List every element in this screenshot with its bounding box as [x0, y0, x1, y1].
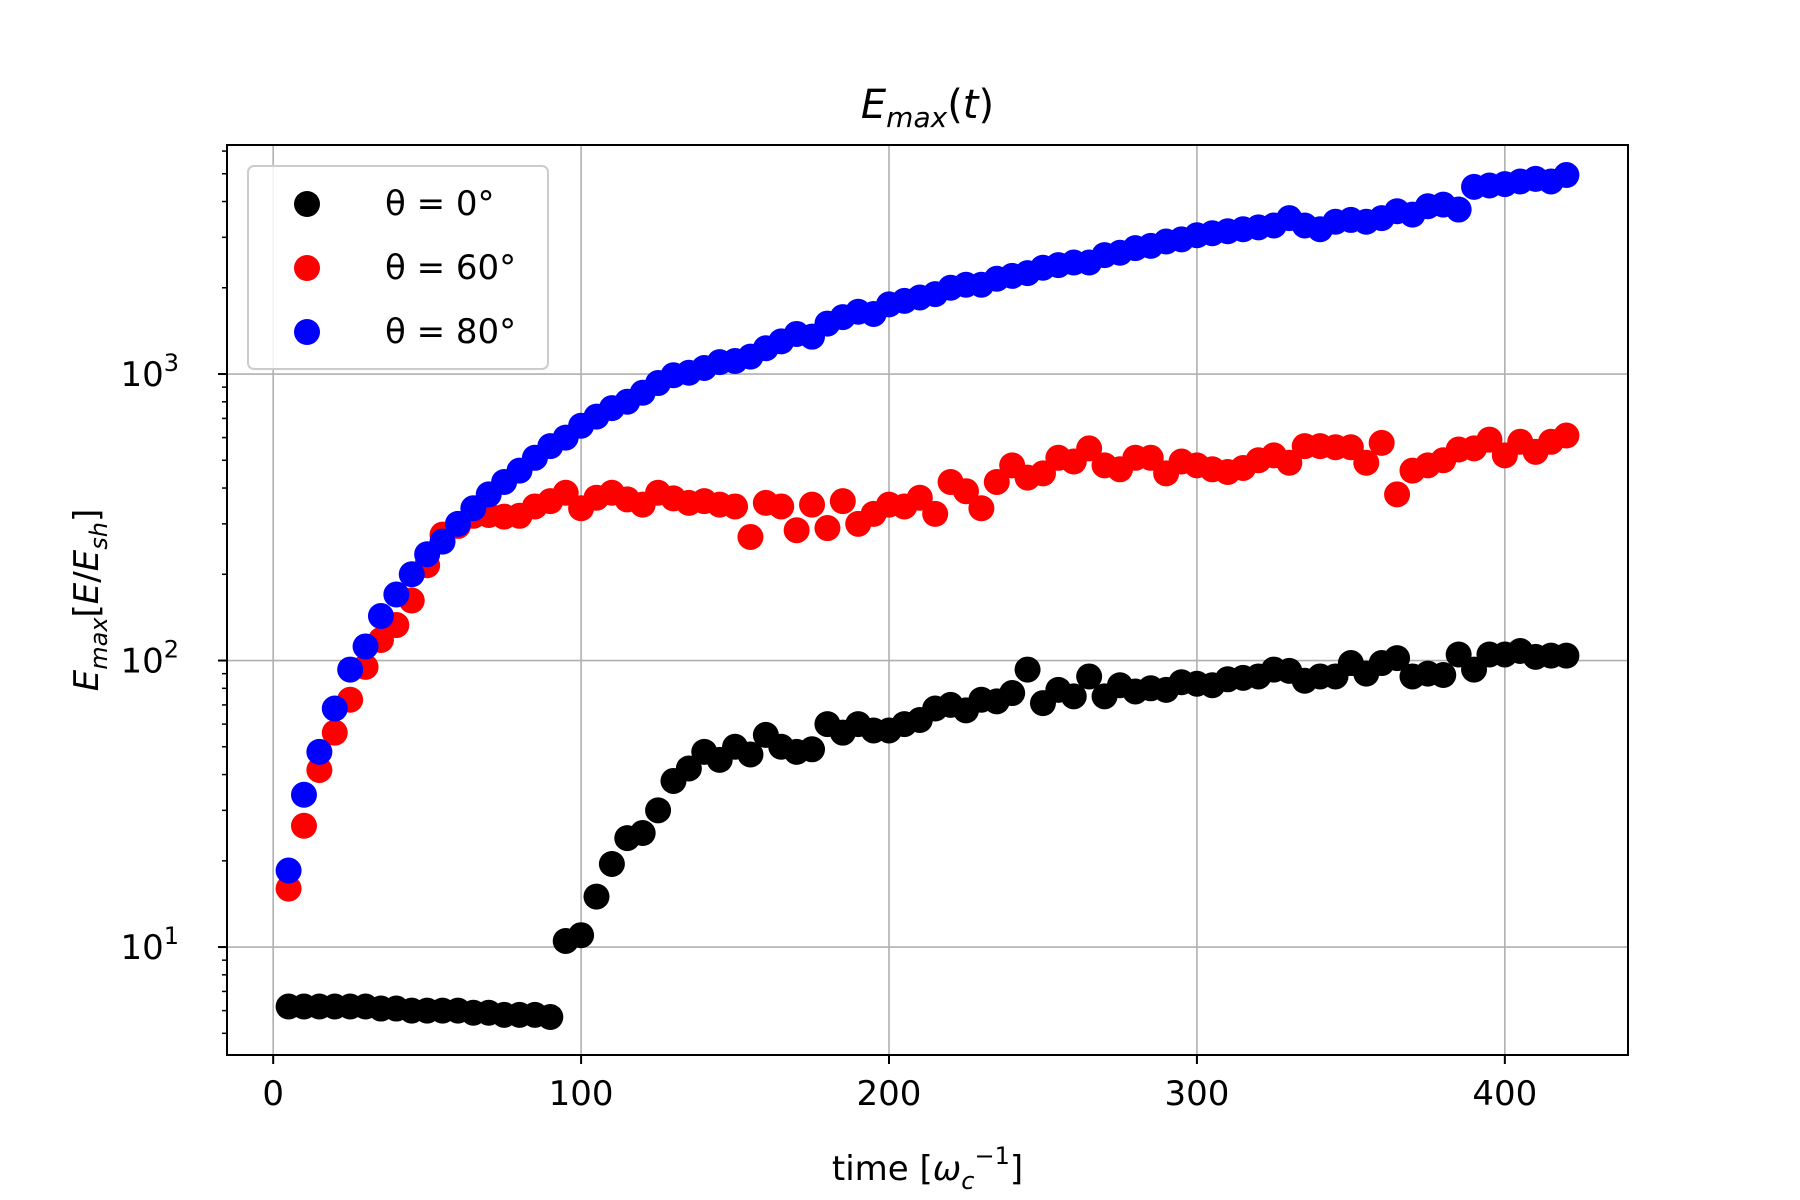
data-point [1353, 449, 1380, 476]
legend: θ = 0° θ = 60° θ = 80° [247, 165, 549, 370]
data-point [598, 850, 625, 877]
data-point [367, 603, 394, 630]
x-axis-label: time [ωc−1] [832, 1142, 1023, 1195]
x-tick-label: 300 [1164, 1074, 1229, 1114]
data-point [568, 922, 595, 949]
data-point [645, 797, 672, 824]
legend-marker [294, 191, 320, 217]
data-point [675, 755, 702, 782]
data-points [275, 162, 1580, 1031]
data-point [952, 478, 979, 505]
data-point [1368, 429, 1395, 456]
x-tick-label: 400 [1472, 1074, 1537, 1114]
data-point [537, 1004, 564, 1031]
data-point [737, 741, 764, 768]
data-point [1553, 162, 1580, 189]
legend-box [247, 165, 549, 370]
data-point [337, 656, 364, 683]
data-point [983, 468, 1010, 495]
data-point [321, 719, 348, 746]
x-tick-label: 0 [262, 1074, 284, 1114]
data-point [1384, 481, 1411, 508]
data-point [1384, 645, 1411, 672]
x-tick-label: 200 [857, 1074, 922, 1114]
data-point [290, 781, 317, 808]
series-points [275, 162, 1580, 884]
chart-title: Emax(t) [861, 82, 994, 134]
data-point [1076, 663, 1103, 690]
data-point [429, 528, 456, 555]
data-point [352, 633, 379, 660]
data-point [1060, 683, 1087, 710]
data-point [783, 517, 810, 544]
data-point [799, 491, 826, 518]
y-axis-label: Emax[E/Esh] [67, 509, 113, 691]
data-point [583, 883, 610, 910]
y-tick-label: 101 [120, 922, 179, 968]
plot-area-frame [226, 144, 1629, 1056]
data-point [1430, 662, 1457, 689]
data-point [906, 484, 933, 511]
data-point [275, 857, 302, 884]
data-point [398, 561, 425, 588]
data-point [290, 812, 317, 839]
data-point [629, 820, 656, 847]
legend-marker [294, 255, 320, 281]
data-point [799, 736, 826, 763]
data-point [1553, 642, 1580, 669]
data-point [275, 875, 302, 902]
data-point [999, 680, 1026, 707]
data-point [1076, 435, 1103, 462]
legend-marker [294, 319, 320, 345]
data-point [1553, 422, 1580, 449]
data-point [814, 515, 841, 542]
legend-label: θ = 0° [385, 184, 495, 224]
data-point [968, 495, 995, 522]
data-point [306, 738, 333, 765]
series-points [275, 422, 1580, 902]
data-point [829, 488, 856, 515]
series-points [275, 637, 1580, 1031]
data-point [737, 523, 764, 550]
data-point [768, 493, 795, 520]
axis-ticks: 0 100 200 300 400 101 102 103 [120, 150, 1537, 1114]
data-point [306, 756, 333, 783]
data-point [922, 500, 949, 527]
y-tick-label: 103 [120, 349, 179, 395]
legend-label: θ = 80° [385, 312, 516, 352]
data-point [1445, 196, 1472, 223]
data-point [1014, 656, 1041, 683]
y-tick-label: 102 [120, 636, 179, 682]
data-point [383, 581, 410, 608]
legend-label: θ = 60° [385, 248, 516, 288]
data-point [722, 493, 749, 520]
data-point [1276, 449, 1303, 476]
x-tick-label: 100 [549, 1074, 614, 1114]
data-point [321, 695, 348, 722]
